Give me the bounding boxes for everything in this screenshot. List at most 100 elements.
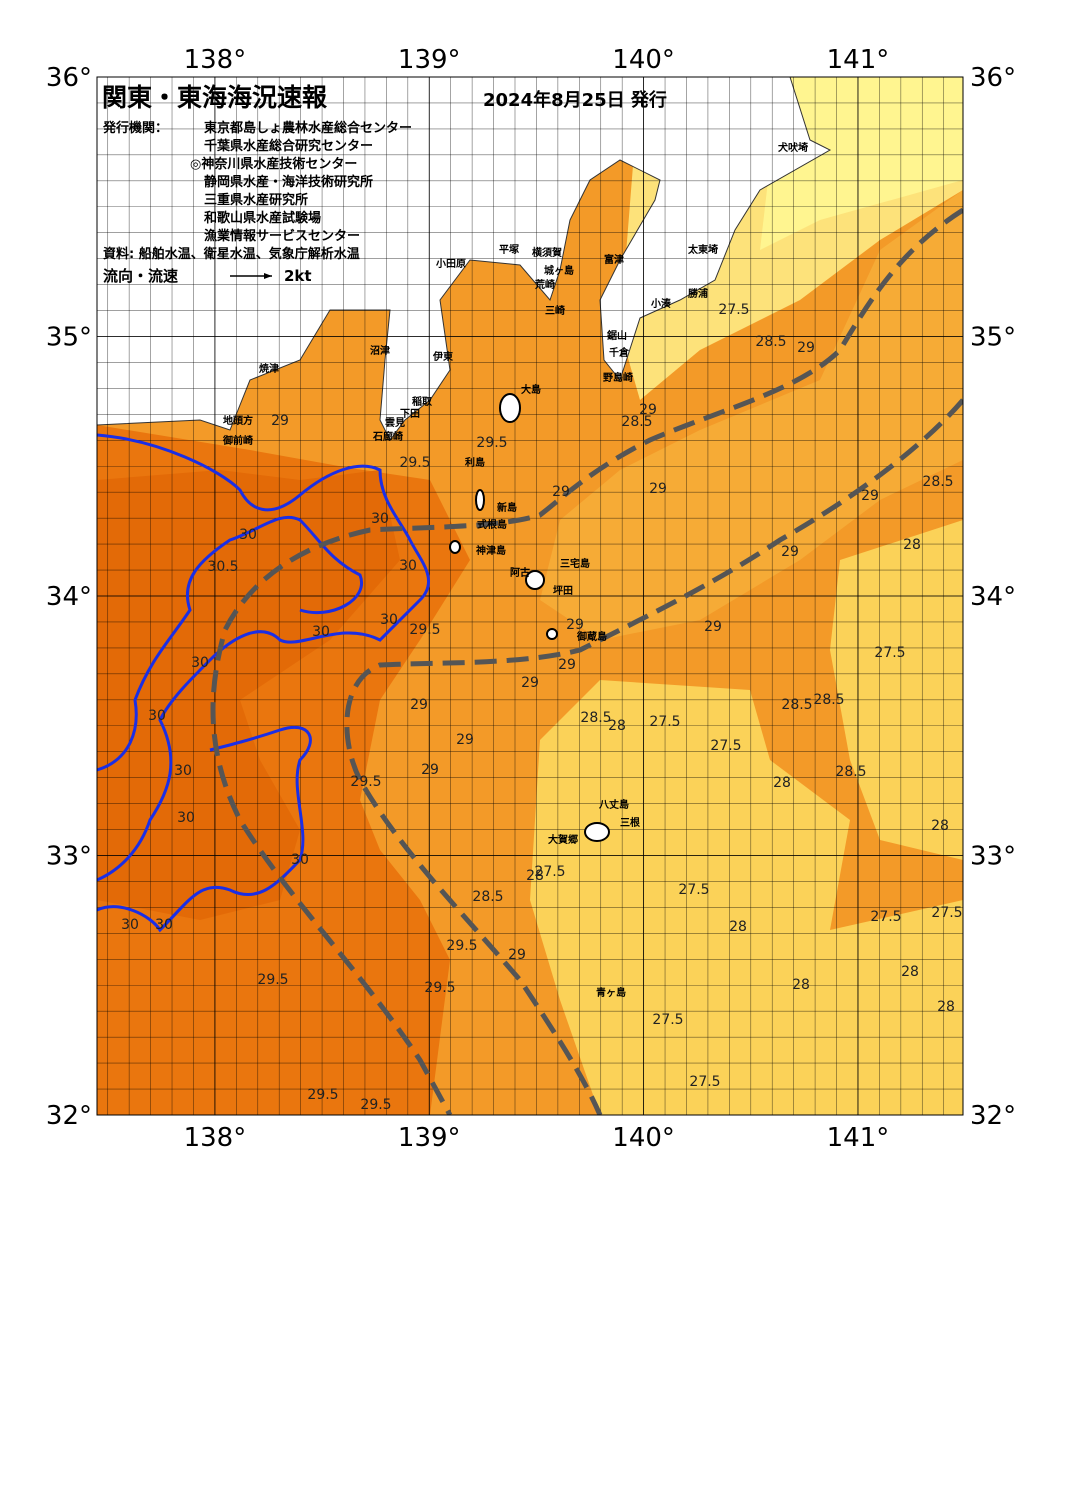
y-tick-label: 34° <box>970 582 1016 612</box>
issuer: 静岡県水産・海洋技術研究所 <box>204 174 373 190</box>
contour-label: 28.5 <box>580 710 611 726</box>
contour-30 <box>97 433 431 933</box>
place-name: 大賀郷 <box>548 833 578 846</box>
contour-label: 29.5 <box>399 455 430 471</box>
place-name: 伊東 <box>432 350 453 363</box>
contour-label: 28 <box>792 977 810 993</box>
contour-label: 29.5 <box>350 774 381 790</box>
place-name: 千倉 <box>609 346 630 359</box>
x-tick-label: 138° <box>184 1123 247 1153</box>
isotherm <box>97 515 364 772</box>
contour-label: 28.5 <box>621 414 652 430</box>
contour-label: 30 <box>380 612 398 628</box>
contour-label: 28.5 <box>472 889 503 905</box>
contour-label: 29.5 <box>424 980 455 996</box>
y-tick-label: 32° <box>970 1101 1016 1131</box>
x-tick-label: 138° <box>184 45 247 75</box>
place-name: 沼津 <box>370 344 390 357</box>
date: 2024年8月25日 発行 <box>483 89 667 111</box>
contour-label: 27.5 <box>874 645 905 661</box>
place-name: 石廊崎 <box>372 430 403 443</box>
contour-label: 29.5 <box>257 972 288 988</box>
contour-label: 29.5 <box>409 622 440 638</box>
y-tick-label: 33° <box>970 842 1016 872</box>
contour-label: 28 <box>937 999 955 1015</box>
cool-region-2 <box>830 520 963 860</box>
y-tick-label: 33° <box>46 842 92 872</box>
contour-label: 30 <box>121 917 139 933</box>
place-name: 横須賀 <box>532 246 562 259</box>
contour-label: 29 <box>521 675 539 691</box>
x-tick-label: 139° <box>398 1123 461 1153</box>
contour-label: 28 <box>901 964 919 980</box>
place-name: 三崎 <box>545 304 565 317</box>
contour-label: 30 <box>148 708 166 724</box>
issuer: 東京都島しょ農林水産総合センター <box>204 120 412 136</box>
contour-label: 27.5 <box>718 302 749 318</box>
legend-speed: 2kt <box>284 267 312 285</box>
contour-label: 29.5 <box>360 1097 391 1113</box>
place-name: 小田原 <box>435 257 466 270</box>
header: 関東・東海海況速報 2024年8月25日 発行 発行機関： 東京都島しょ農林水産… <box>102 83 667 285</box>
contour-label: 29 <box>639 402 657 418</box>
contour-label: 29 <box>552 484 570 500</box>
contour-label: 29.5 <box>307 1087 338 1103</box>
place-name: 小湊 <box>650 297 672 310</box>
frame <box>96 76 964 1116</box>
contour-label: 27.5 <box>931 905 962 921</box>
island <box>475 489 485 511</box>
contour-label: 30.5 <box>207 559 238 575</box>
place-name: 荒崎 <box>534 278 555 291</box>
issuer: 和歌山県水産試験場 <box>204 210 321 226</box>
x-tick-label: 140° <box>612 45 675 75</box>
sources: 資料: 船舶水温、衛星水温、気象庁解析水温 <box>103 246 360 262</box>
grid <box>97 77 963 1115</box>
contour-label: 30 <box>155 917 173 933</box>
contour-label: 28 <box>931 818 949 834</box>
contour-label: 28 <box>729 919 747 935</box>
y-tick-label: 36° <box>46 63 92 93</box>
legend-label: 流向・流速 <box>103 267 178 285</box>
place-name: 新島 <box>497 501 517 514</box>
contour-label: 27.5 <box>689 1074 720 1090</box>
y-tick-label: 35° <box>46 323 92 353</box>
place-name: 阿古 <box>510 566 530 579</box>
y-tick-label: 36° <box>970 63 1016 93</box>
place-name: 三根 <box>620 816 640 829</box>
contour-label: 28 <box>608 718 626 734</box>
cool-region <box>530 680 963 1115</box>
place-name: 勝浦 <box>688 287 708 300</box>
place-name: 太東埼 <box>687 243 718 256</box>
contour-label: 28.5 <box>781 697 812 713</box>
issuer: 三重県水産研究所 <box>204 192 308 208</box>
contour-label: 28 <box>526 868 544 884</box>
contour-label: 30 <box>371 511 389 527</box>
contour-label: 29 <box>456 732 474 748</box>
mid-region <box>540 190 963 640</box>
place-name: 御蔵島 <box>576 630 607 643</box>
contour-label: 30 <box>312 624 330 640</box>
island <box>525 570 545 590</box>
place-name: 焼津 <box>259 362 279 375</box>
island <box>584 822 610 842</box>
place-name: 三宅島 <box>560 557 590 570</box>
contour-label: 27.5 <box>710 738 741 754</box>
x-tick-label: 141° <box>827 45 890 75</box>
contour-label: 27.5 <box>870 909 901 925</box>
y-tick-label: 34° <box>46 582 92 612</box>
islands <box>449 393 610 842</box>
contour-label: 28 <box>903 537 921 553</box>
place-name: 利島 <box>465 456 485 469</box>
place-name: 地頭方 <box>223 414 253 427</box>
place-name: 式根島 <box>477 518 507 531</box>
place-name: 坪田 <box>553 584 573 597</box>
contour-label: 29 <box>566 617 584 633</box>
contour-label: 28.5 <box>755 334 786 350</box>
title: 関東・東海海況速報 <box>102 83 328 112</box>
contour-label: 27.5 <box>652 1012 683 1028</box>
